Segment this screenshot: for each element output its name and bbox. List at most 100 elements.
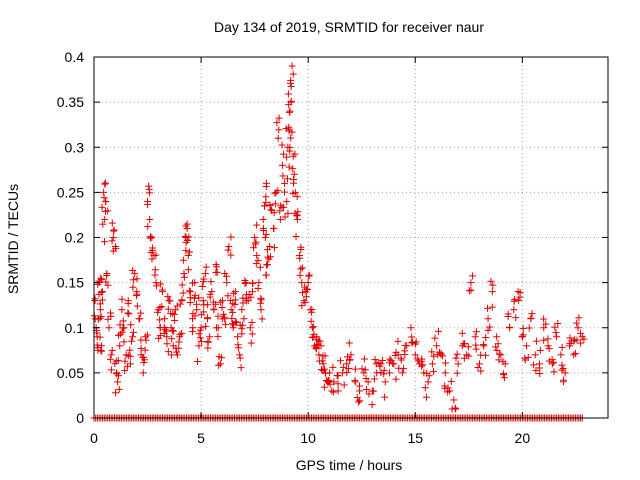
- data-point: [493, 333, 501, 341]
- y-axis-label: SRMTID / TECUs: [5, 184, 21, 294]
- data-point: [202, 263, 210, 271]
- data-point: [235, 344, 243, 352]
- data-point: [368, 401, 376, 409]
- data-point: [287, 82, 295, 90]
- data-point: [129, 266, 137, 274]
- data-point: [186, 294, 194, 302]
- y-tick-label: 0.35: [57, 94, 84, 110]
- data-point: [259, 215, 267, 223]
- data-point: [178, 329, 186, 337]
- data-point: [450, 396, 458, 404]
- data-point: [236, 351, 244, 359]
- data-point: [216, 298, 224, 306]
- data-point: [214, 312, 222, 320]
- data-point: [262, 183, 270, 191]
- data-point: [408, 339, 416, 347]
- data-point: [153, 282, 161, 290]
- data-point: [184, 252, 192, 260]
- data-point: [281, 179, 289, 187]
- data-point: [96, 306, 104, 314]
- data-point: [114, 378, 122, 386]
- data-point: [224, 246, 232, 254]
- data-point: [317, 342, 325, 350]
- data-point: [572, 349, 580, 357]
- data-point: [504, 310, 512, 318]
- data-point: [197, 324, 205, 332]
- data-point: [356, 397, 364, 405]
- data-point: [301, 299, 309, 307]
- data-point: [318, 357, 326, 365]
- data-point: [266, 243, 274, 251]
- data-point: [119, 317, 127, 325]
- data-point: [419, 361, 427, 369]
- data-point: [313, 340, 321, 348]
- data-point: [213, 263, 221, 271]
- data-point: [101, 215, 109, 223]
- data-point: [484, 326, 492, 334]
- data-point: [285, 108, 293, 116]
- data-point: [178, 281, 186, 289]
- data-point: [552, 328, 560, 336]
- data-point: [471, 333, 479, 341]
- data-point: [170, 310, 178, 318]
- data-point: [334, 387, 342, 395]
- data-point: [411, 351, 419, 359]
- y-tick-label: 0.25: [57, 184, 84, 200]
- data-point: [285, 163, 293, 171]
- data-point: [264, 253, 272, 261]
- data-point: [203, 314, 211, 322]
- data-point: [179, 289, 187, 297]
- data-point: [326, 369, 334, 377]
- data-point: [278, 161, 286, 169]
- data-point: [442, 359, 450, 367]
- data-point: [266, 201, 274, 209]
- data-point: [168, 335, 176, 343]
- data-points: [90, 62, 588, 422]
- data-point: [108, 219, 116, 227]
- data-point: [519, 324, 527, 332]
- data-point: [275, 126, 283, 134]
- data-point: [100, 194, 108, 202]
- data-point: [328, 387, 336, 395]
- data-point: [488, 303, 496, 311]
- data-point: [180, 273, 188, 281]
- data-point: [214, 332, 222, 340]
- data-point: [303, 285, 311, 293]
- data-point: [506, 323, 514, 331]
- y-tick-label: 0.1: [65, 320, 85, 336]
- data-point: [269, 224, 277, 232]
- data-point: [447, 377, 455, 385]
- data-point: [133, 302, 141, 310]
- data-point: [362, 374, 370, 382]
- data-point: [540, 324, 548, 332]
- data-point: [147, 233, 155, 241]
- data-point: [487, 277, 495, 285]
- data-point: [111, 360, 119, 368]
- data-point: [488, 288, 496, 296]
- data-point: [271, 200, 279, 208]
- data-point: [444, 384, 452, 392]
- data-point: [247, 339, 255, 347]
- data-point: [339, 363, 347, 371]
- data-point: [454, 360, 462, 368]
- data-point: [477, 367, 485, 375]
- data-point: [291, 188, 299, 196]
- data-point: [500, 370, 508, 378]
- data-point: [566, 340, 574, 348]
- data-point: [274, 134, 282, 142]
- data-point: [285, 123, 293, 131]
- data-point: [465, 352, 473, 360]
- data-point: [283, 153, 291, 161]
- data-point: [319, 360, 327, 368]
- data-point: [236, 354, 244, 362]
- data-point: [195, 330, 203, 338]
- data-point: [540, 315, 548, 323]
- data-point: [309, 323, 317, 331]
- data-point: [251, 240, 259, 248]
- data-point: [108, 346, 116, 354]
- data-point: [482, 351, 490, 359]
- data-point: [540, 336, 548, 344]
- data-point: [316, 337, 324, 345]
- data-point: [118, 295, 126, 303]
- data-point: [389, 360, 397, 368]
